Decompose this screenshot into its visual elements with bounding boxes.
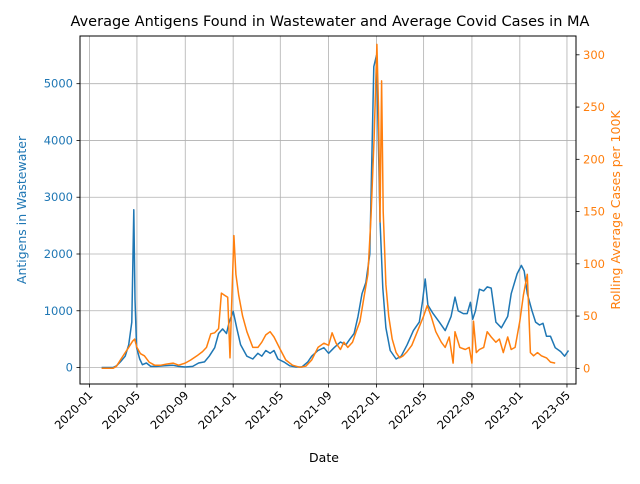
- y-right-tick-label: 50: [583, 309, 598, 323]
- y-left-tick-label: 4000: [44, 133, 73, 147]
- y-right-tick-label: 100: [583, 257, 605, 271]
- chart-title: Average Antigens Found in Wastewater and…: [71, 14, 590, 30]
- y-axis-label-left: Antigens in Wastewater: [14, 135, 29, 284]
- y-right-tick-label: 0: [583, 361, 590, 375]
- y-left-tick-label: 5000: [44, 77, 73, 91]
- series-layer: [101, 43, 570, 370]
- y-left-tick-label: 1000: [44, 304, 73, 318]
- x-axis-label: Date: [309, 450, 339, 465]
- y-right-tick-label: 300: [583, 48, 605, 62]
- grid-layer: [80, 36, 576, 384]
- y-right-tick-label: 200: [583, 152, 605, 166]
- y-right-tick-label: 150: [583, 205, 605, 219]
- y-right-tick-label: 250: [583, 100, 605, 114]
- wastewater-antigens-line: [101, 54, 570, 369]
- y-left-tick-label: 2000: [44, 247, 73, 261]
- y-left-tick-label: 0: [66, 361, 73, 375]
- plot-frame: [79, 35, 577, 385]
- y-left-tick-label: 3000: [44, 190, 73, 204]
- y-axis-label-right: Rolling Average Cases per 100K: [608, 110, 623, 310]
- covid-cases-line: [101, 43, 556, 370]
